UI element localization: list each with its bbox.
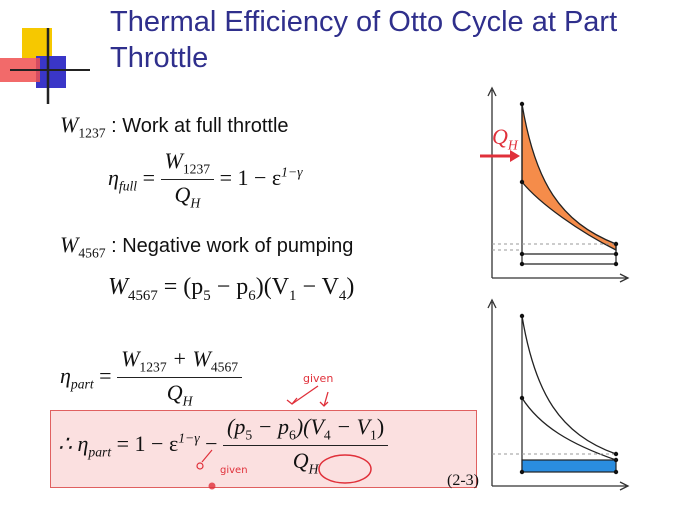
eta-part-result-fraction: (p5 − p6)(V4 − V1) QH	[223, 414, 389, 478]
work-full-throttle-definition: W1237 : Work at full throttle	[60, 112, 289, 141]
given-mark-epsilon	[201, 449, 213, 463]
given-label-top: given	[303, 372, 334, 385]
given-label-bottom: given	[220, 465, 248, 476]
pumping-loop-fill	[521, 459, 617, 473]
logo-decoration	[0, 28, 90, 104]
eta-part-equation: ηpart = W1237 + W4567 QH	[60, 346, 243, 410]
pv-diagram-full-throttle	[480, 86, 630, 283]
compression-curve	[521, 397, 617, 461]
qh-label: QH	[492, 124, 518, 153]
eta-full-equation: ηfull = W1237 QH = 1 − ε1−γ	[108, 148, 303, 212]
pumping-work-equation: W4567 = (p5 − p6)(V1 − V4)	[108, 274, 355, 304]
eta-part-result-equation: ∴ ηpart = 1 − ε1−γ − (p5 − p6)(V4 − V1) …	[58, 414, 389, 478]
eta-part-fraction: W1237 + W4567 QH	[117, 346, 243, 410]
work-area-fill	[521, 103, 617, 252]
eta-full-fraction: W1237 QH	[160, 148, 215, 212]
slide-title: Thermal Efficiency of Otto Cycle at Part…	[110, 6, 618, 74]
expansion-curve	[521, 315, 617, 455]
result-highlight-box	[50, 410, 477, 488]
pv-diagram-part-throttle	[487, 298, 630, 491]
pumping-work-definition: W4567 : Negative work of pumping	[60, 232, 354, 261]
given-arrow-p5	[291, 385, 319, 405]
slide-number: (2-3)	[447, 472, 479, 489]
given-arrow-p6	[323, 391, 329, 407]
qh-circle	[318, 454, 372, 484]
